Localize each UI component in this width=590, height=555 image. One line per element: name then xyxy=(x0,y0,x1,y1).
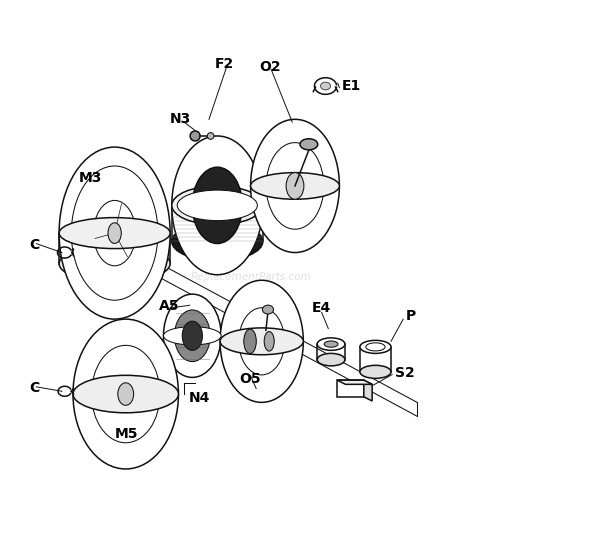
Ellipse shape xyxy=(73,375,178,413)
Ellipse shape xyxy=(266,143,324,229)
Ellipse shape xyxy=(177,190,257,220)
Ellipse shape xyxy=(286,173,304,199)
Text: O5: O5 xyxy=(240,371,261,386)
Text: M5: M5 xyxy=(114,427,138,441)
Text: N4: N4 xyxy=(188,391,210,406)
Ellipse shape xyxy=(317,354,345,366)
Ellipse shape xyxy=(71,166,158,300)
Ellipse shape xyxy=(192,167,242,244)
Ellipse shape xyxy=(251,173,339,199)
Text: ReplacementParts.com: ReplacementParts.com xyxy=(190,273,311,282)
Ellipse shape xyxy=(244,329,256,354)
Polygon shape xyxy=(337,380,372,384)
Ellipse shape xyxy=(317,338,345,350)
Text: O2: O2 xyxy=(259,59,281,74)
Ellipse shape xyxy=(360,365,391,379)
Text: A5: A5 xyxy=(159,299,179,314)
Ellipse shape xyxy=(366,343,385,351)
Ellipse shape xyxy=(324,341,338,347)
Ellipse shape xyxy=(91,345,160,443)
Ellipse shape xyxy=(118,383,133,405)
Ellipse shape xyxy=(207,133,214,139)
Ellipse shape xyxy=(239,307,284,375)
Ellipse shape xyxy=(59,245,170,282)
Ellipse shape xyxy=(360,340,391,354)
Ellipse shape xyxy=(263,305,274,314)
Text: M3: M3 xyxy=(78,170,102,185)
Text: P: P xyxy=(406,309,417,324)
Ellipse shape xyxy=(73,319,178,469)
Ellipse shape xyxy=(190,131,200,141)
Ellipse shape xyxy=(251,119,339,253)
Ellipse shape xyxy=(175,310,210,362)
Polygon shape xyxy=(337,380,364,397)
Ellipse shape xyxy=(172,186,263,225)
Ellipse shape xyxy=(320,82,330,90)
Ellipse shape xyxy=(220,280,303,402)
Text: E4: E4 xyxy=(312,301,331,315)
Text: F2: F2 xyxy=(215,57,234,71)
Text: N3: N3 xyxy=(170,112,191,127)
Ellipse shape xyxy=(59,218,170,249)
Ellipse shape xyxy=(59,147,170,319)
Ellipse shape xyxy=(172,222,263,261)
Ellipse shape xyxy=(182,321,202,350)
Ellipse shape xyxy=(163,294,221,377)
Text: E1: E1 xyxy=(342,79,362,93)
Ellipse shape xyxy=(264,331,274,351)
Ellipse shape xyxy=(300,139,318,150)
Polygon shape xyxy=(364,380,372,401)
Text: S2: S2 xyxy=(395,366,415,380)
Ellipse shape xyxy=(163,326,221,345)
Ellipse shape xyxy=(108,223,122,244)
Ellipse shape xyxy=(220,328,303,355)
Text: C: C xyxy=(30,238,40,253)
Text: C: C xyxy=(30,381,40,396)
Ellipse shape xyxy=(172,136,263,275)
Ellipse shape xyxy=(94,200,136,266)
